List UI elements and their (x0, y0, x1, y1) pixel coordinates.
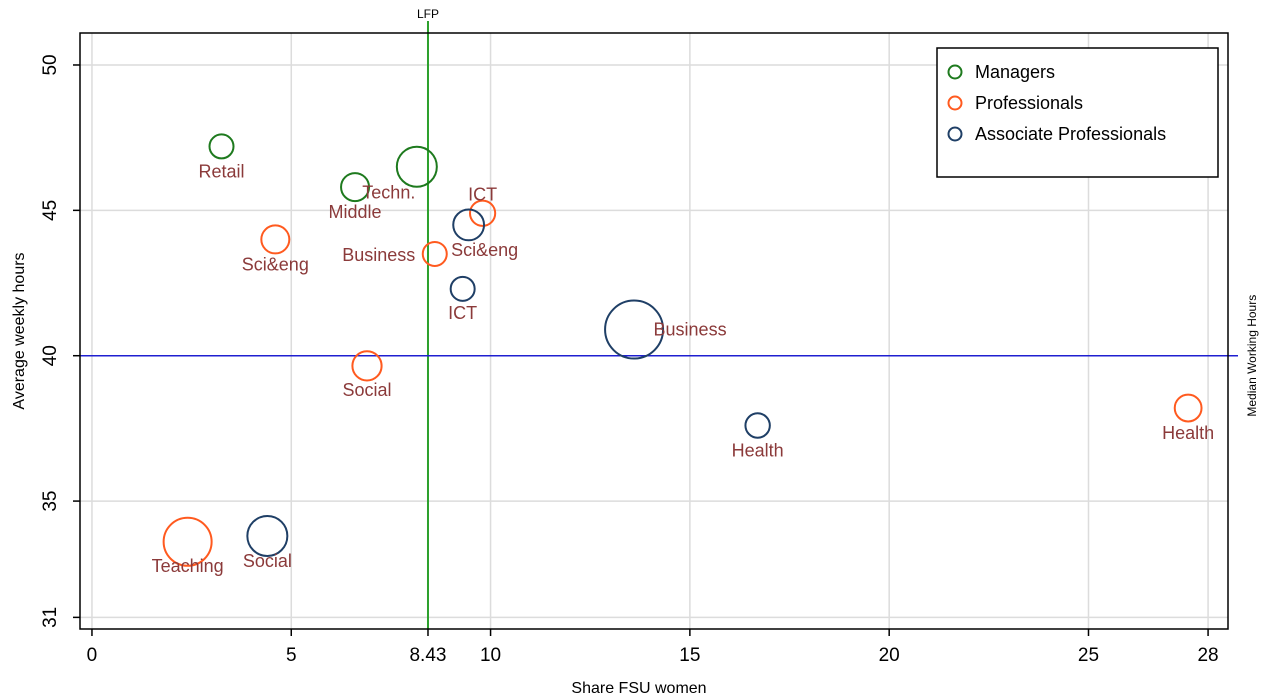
x-tick-label: 20 (879, 645, 900, 666)
legend-entry: Professionals (975, 93, 1083, 113)
legend-marker (947, 64, 963, 80)
point-label: Social (342, 380, 391, 400)
data-point (1173, 393, 1203, 423)
x-tick-label: 8.43 (409, 645, 446, 666)
point-label: Business (654, 320, 727, 340)
data-point (395, 145, 438, 188)
y-tick-label: 45 (40, 200, 61, 221)
x-tick-label: 10 (480, 645, 501, 666)
point-label: Techn. (362, 183, 415, 203)
data-point (452, 208, 486, 242)
point-label: Social (243, 551, 292, 571)
x-tick-label: 0 (87, 645, 98, 666)
data-point (340, 172, 371, 203)
x-tick-label: 5 (286, 645, 297, 666)
y-tick-label: 31 (40, 607, 61, 628)
reference-lines: LFP Median Working Hours (80, 7, 1259, 629)
y-tick-label: 35 (40, 491, 61, 512)
median-hours-label: Median Working Hours (1245, 295, 1259, 417)
y-axis-title: Average weekly hours (11, 252, 28, 409)
point-label: Teaching (152, 556, 224, 576)
data-point (604, 299, 665, 360)
plot-frame (79, 32, 1229, 630)
point-label: Sci&eng (242, 254, 309, 274)
legend-entry: Managers (975, 62, 1055, 82)
x-tick-label: 28 (1197, 645, 1218, 666)
data-point (260, 224, 291, 255)
y-tick-label: 40 (40, 345, 61, 366)
data-point (744, 412, 771, 439)
point-label: Business (342, 245, 415, 265)
data-point (162, 516, 213, 567)
data-point (421, 240, 448, 267)
x-axis-title: Share FSU women (571, 680, 706, 697)
lfp-label: LFP (417, 7, 439, 21)
legend-box (936, 47, 1219, 178)
data-point (468, 199, 497, 227)
point-label: ICT (448, 303, 477, 323)
point-label: Health (1162, 423, 1214, 443)
point-label: Health (732, 440, 784, 460)
point-label: ICT (468, 184, 497, 204)
data-point (449, 275, 476, 302)
data-points (162, 133, 1203, 567)
point-label: Sci&eng (451, 240, 518, 260)
x-tick-label: 25 (1078, 645, 1099, 666)
x-tick-label: 15 (679, 645, 700, 666)
point-label: Retail (198, 161, 244, 181)
axis-ticks: 0 5 8.43 10 15 20 25 28 31 35 40 45 50 (40, 54, 1219, 666)
point-label: Middle (329, 202, 382, 222)
data-point (351, 350, 383, 382)
y-tick-label: 50 (40, 54, 61, 75)
data-point (208, 133, 235, 160)
legend-marker (947, 126, 963, 142)
legend-marker (947, 95, 963, 111)
legend-items: Managers Professionals Associate Professio… (947, 62, 1166, 144)
legend: Managers Professionals Associate Professio… (936, 47, 1219, 178)
data-point (246, 514, 289, 557)
legend-entry: Associate Professionals (975, 124, 1166, 144)
